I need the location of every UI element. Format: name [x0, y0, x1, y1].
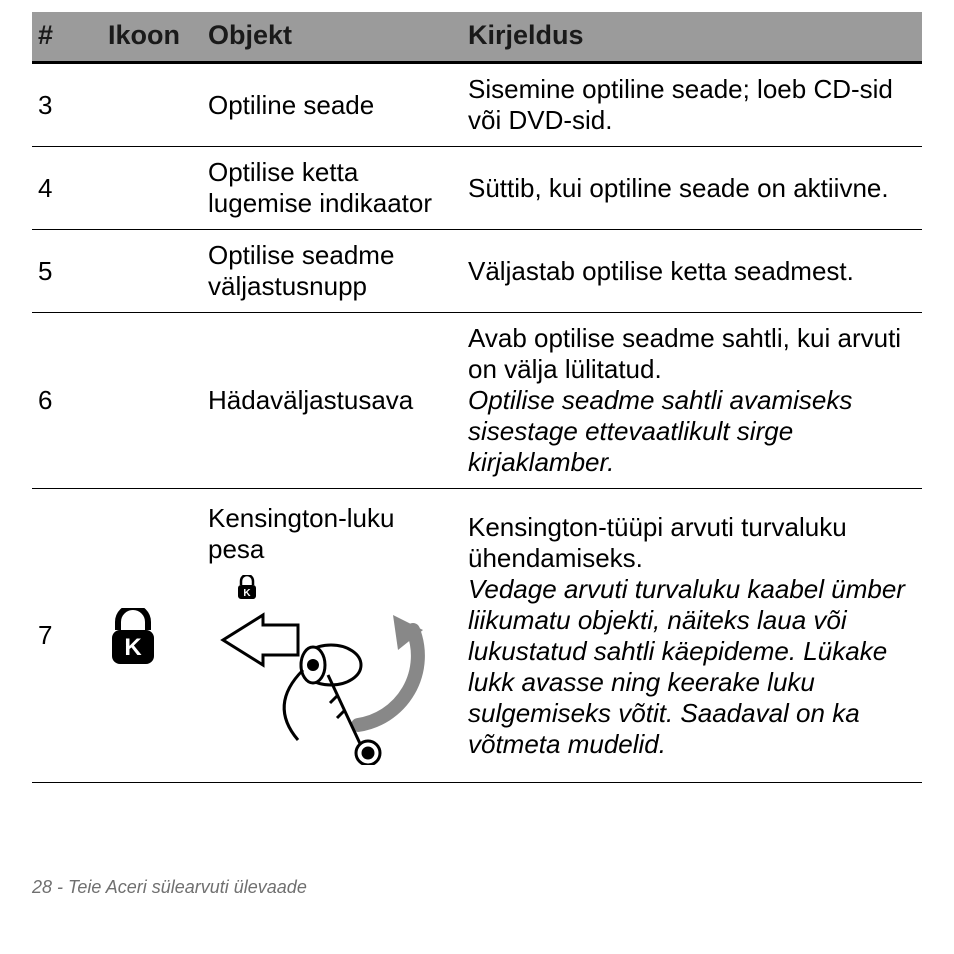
desc-note: Vedage arvuti turvaluku kaabel ümber lii… — [468, 574, 905, 759]
cell-num: 5 — [32, 230, 102, 313]
cell-desc: Väljastab optilise ketta seadmest. — [462, 230, 922, 313]
cell-num: 4 — [32, 147, 102, 230]
kensington-lock-illustration: K — [208, 575, 456, 772]
desc-text: Avab optilise seadme sahtli, kui arvuti … — [468, 323, 901, 384]
desc-text: Kensington-tüüpi arvuti turvaluku ühenda… — [468, 512, 847, 573]
cell-icon — [102, 313, 202, 489]
cell-desc: Avab optilise seadme sahtli, kui arvuti … — [462, 313, 922, 489]
header-obj: Objekt — [202, 12, 462, 63]
table-header-row: # Ikoon Objekt Kirjeldus — [32, 12, 922, 63]
table-row: 3 Optiline seade Sisemine optiline seade… — [32, 63, 922, 147]
page-footer: 28 - Teie Aceri sülearvuti ülevaade — [32, 877, 307, 898]
svg-text:K: K — [124, 634, 142, 661]
cell-num: 7 — [32, 489, 102, 783]
table-row: 7 K Kensington-luku pesa — [32, 489, 922, 783]
header-icon: Ikoon — [102, 12, 202, 63]
cell-obj: Optilise seadme väljastusnupp — [202, 230, 462, 313]
cell-desc: Sisemine optiline seade; loeb CD-sid või… — [462, 63, 922, 147]
cell-desc: Kensington-tüüpi arvuti turvaluku ühenda… — [462, 489, 922, 783]
desc-note: Optilise seadme sahtli avamiseks sisesta… — [468, 385, 852, 477]
cell-icon — [102, 63, 202, 147]
cell-icon: K — [102, 489, 202, 783]
cell-num: 6 — [32, 313, 102, 489]
kensington-lock-icon: K — [108, 608, 196, 675]
component-table: # Ikoon Objekt Kirjeldus 3 Optiline sead… — [32, 12, 922, 783]
cell-num: 3 — [32, 63, 102, 147]
header-num: # — [32, 12, 102, 63]
cell-obj: Kensington-luku pesa K — [202, 489, 462, 783]
table-row: 6 Hädaväljastusava Avab optilise seadme … — [32, 313, 922, 489]
cell-obj: Optiline seade — [202, 63, 462, 147]
cell-obj: Optilise ketta lugemise indikaator — [202, 147, 462, 230]
table-row: 5 Optilise seadme väljastusnupp Väljasta… — [32, 230, 922, 313]
cell-icon — [102, 230, 202, 313]
svg-text:K: K — [243, 588, 251, 599]
cell-desc: Süttib, kui optiline seade on aktiivne. — [462, 147, 922, 230]
cell-icon — [102, 147, 202, 230]
document-page: # Ikoon Objekt Kirjeldus 3 Optiline sead… — [0, 0, 954, 954]
obj-text: Kensington-luku pesa — [208, 503, 394, 564]
header-desc: Kirjeldus — [462, 12, 922, 63]
table-row: 4 Optilise ketta lugemise indikaator Süt… — [32, 147, 922, 230]
cell-obj: Hädaväljastusava — [202, 313, 462, 489]
